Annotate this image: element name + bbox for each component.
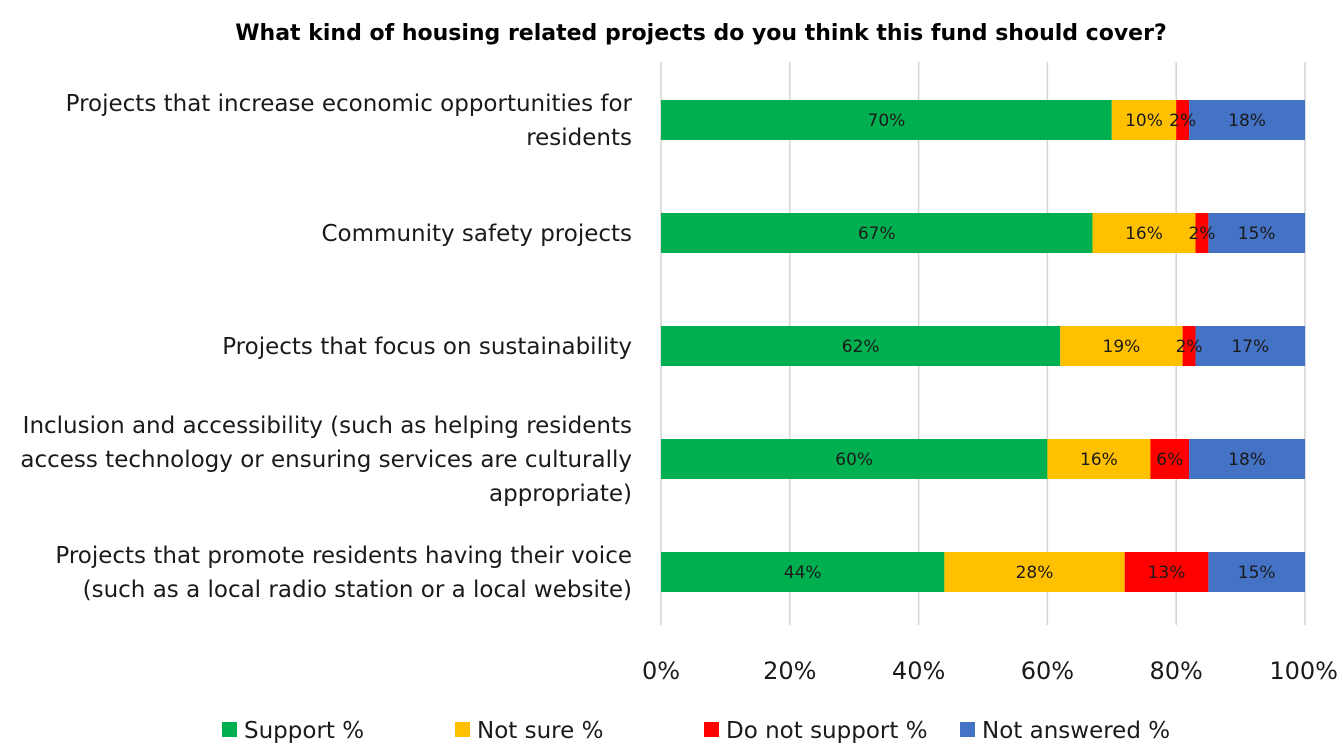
legend-swatch [455,722,470,737]
bar-segment [661,100,1112,140]
bar-segment [1208,213,1305,253]
bar-segment [1111,100,1177,140]
bar-segment [1176,100,1190,140]
category-labels: Projects that increase economic opportun… [20,91,632,603]
bar-segment [1124,552,1209,592]
category-label: Projects that increase economic opportun… [66,91,633,117]
legend-swatch [960,722,975,737]
bar-segment [1189,100,1305,140]
category-label: Community safety projects [322,221,633,247]
legend-label: Not answered % [982,718,1170,744]
category-label: (such as a local radio station or a loca… [83,577,632,603]
category-label: Projects that promote residents having t… [55,543,632,569]
data-label: 67% [858,224,896,244]
data-label: 60% [835,450,873,470]
category-label: residents [526,125,632,151]
bar-segment [944,552,1125,592]
legend: Support % Not sure % Do not support % Not a… [222,718,1170,744]
category-label: appropriate) [489,481,632,507]
data-label: 62% [842,337,880,357]
bar-segment [1150,439,1190,479]
x-tick-label: 0% [642,657,680,685]
bar-segment [1060,326,1183,366]
data-label: 70% [868,111,906,131]
data-label: 2% [1188,224,1215,244]
bar-segment [1182,326,1196,366]
legend-swatch [222,722,237,737]
bar-segment [1195,326,1305,366]
data-label: 18% [1228,111,1266,131]
data-label: 13% [1148,563,1186,583]
bar-segment [661,552,945,592]
data-label: 10% [1125,111,1163,131]
data-label: 15% [1238,224,1276,244]
legend-label: Not sure % [477,718,603,744]
bars: 70% 10% 2% 18% 67% 16% 2% 15% 62% 19% 2% 17% 60% 16% 6… [661,100,1305,592]
bar-segment [1208,552,1305,592]
bar-segment [1189,439,1305,479]
data-label: 16% [1125,224,1163,244]
legend-label: Support % [244,718,364,744]
legend-swatch [704,722,719,737]
data-label: 19% [1103,337,1141,357]
data-label: 28% [1016,563,1054,583]
x-tick-label: 100% [1269,657,1338,685]
category-label: access technology or ensuring services a… [20,447,632,473]
category-label: Inclusion and accessibility (such as hel… [23,413,632,439]
chart-title: What kind of housing related projects do… [235,21,1166,46]
data-label: 6% [1156,450,1183,470]
bar-segment [661,439,1048,479]
bar-segment [661,213,1093,253]
x-tick-label: 60% [1021,657,1074,685]
data-label: 44% [784,563,822,583]
category-label: Projects that focus on sustainability [222,334,632,360]
data-label: 18% [1228,450,1266,470]
data-label: 15% [1238,563,1276,583]
bar-segment [1092,213,1196,253]
data-label: 2% [1169,111,1196,131]
x-tick-label: 40% [892,657,945,685]
data-label: 16% [1080,450,1118,470]
x-tick-label: 80% [1150,657,1203,685]
x-tick-label: 20% [763,657,816,685]
legend-label: Do not support % [726,718,928,744]
bar-segment [1195,213,1209,253]
bar-segment [661,326,1061,366]
data-label: 17% [1231,337,1269,357]
bar-segment [1047,439,1151,479]
data-label: 2% [1176,337,1203,357]
x-axis-ticks: 0% 20% 40% 60% 80% 100% [642,657,1338,685]
